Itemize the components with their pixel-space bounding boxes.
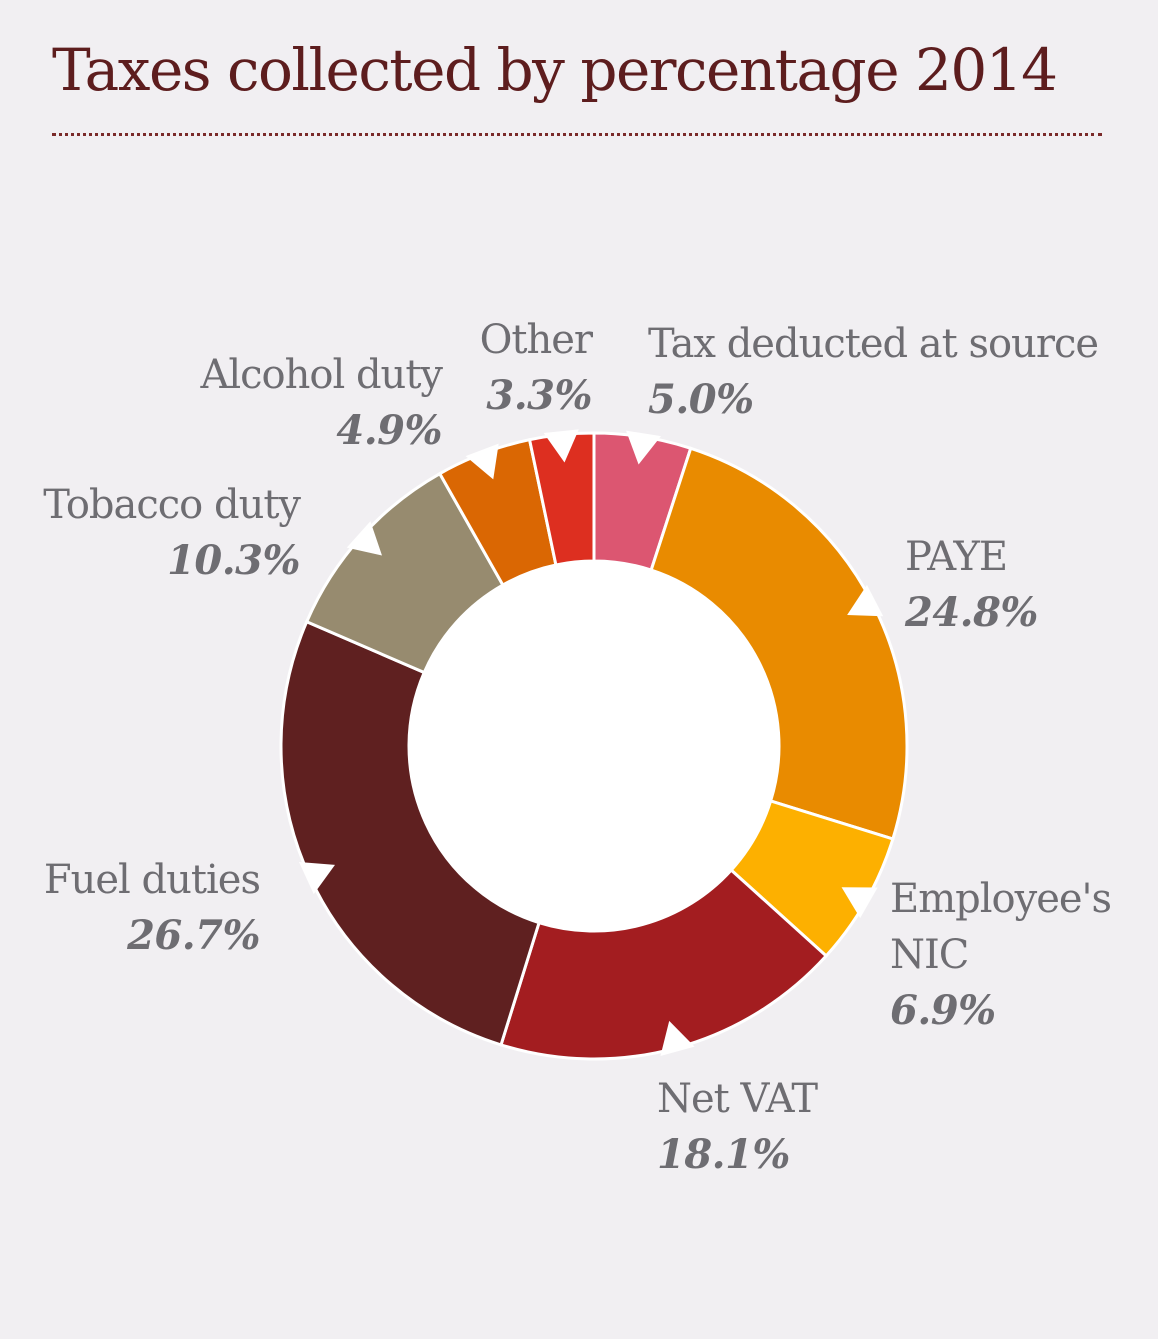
slice-label-tax-deducted-at-source: Tax deducted at source: [648, 321, 1098, 367]
donut-hole: [410, 562, 778, 930]
label-group-paye: PAYE 24.8%: [904, 534, 1038, 636]
slice-label-paye: PAYE: [905, 534, 1007, 580]
label-group-alcohol-duty: Alcohol duty 4.9%: [199, 352, 443, 454]
slice-label-alcohol-duty: Alcohol duty: [199, 352, 443, 398]
label-group-tax-deducted-at-source: Tax deducted at source 5.0%: [648, 321, 1098, 423]
slice-value-other: 3.3%: [486, 372, 592, 419]
slice-value-tobacco-duty: 10.3%: [167, 537, 300, 584]
label-group-other: Other 3.3%: [480, 317, 594, 419]
label-group-net-vat: Net VAT 18.1%: [657, 1076, 818, 1178]
slice-label-other: Other: [480, 317, 594, 363]
label-group-tobacco-duty: Tobacco duty 10.3%: [43, 482, 301, 584]
slice-value-tax-deducted-at-source: 5.0%: [648, 376, 754, 423]
slice-label-employee-s-nic: Employee's NIC: [890, 876, 1111, 978]
slice-label-tobacco-duty: Tobacco duty: [43, 482, 301, 528]
slice-value-employee-s-nic: 6.9%: [890, 987, 996, 1034]
slice-label-fuel-duties: Fuel duties: [44, 857, 260, 903]
slice-value-alcohol-duty: 4.9%: [336, 407, 442, 454]
slice-label-net-vat: Net VAT: [657, 1076, 818, 1122]
label-group-fuel-duties: Fuel duties 26.7%: [44, 857, 260, 959]
slice-value-paye: 24.8%: [904, 589, 1038, 636]
label-group-employee-s-nic: Employee's NIC 6.9%: [890, 876, 1111, 1034]
slice-value-fuel-duties: 26.7%: [126, 912, 260, 959]
slice-value-net-vat: 18.1%: [657, 1131, 790, 1178]
